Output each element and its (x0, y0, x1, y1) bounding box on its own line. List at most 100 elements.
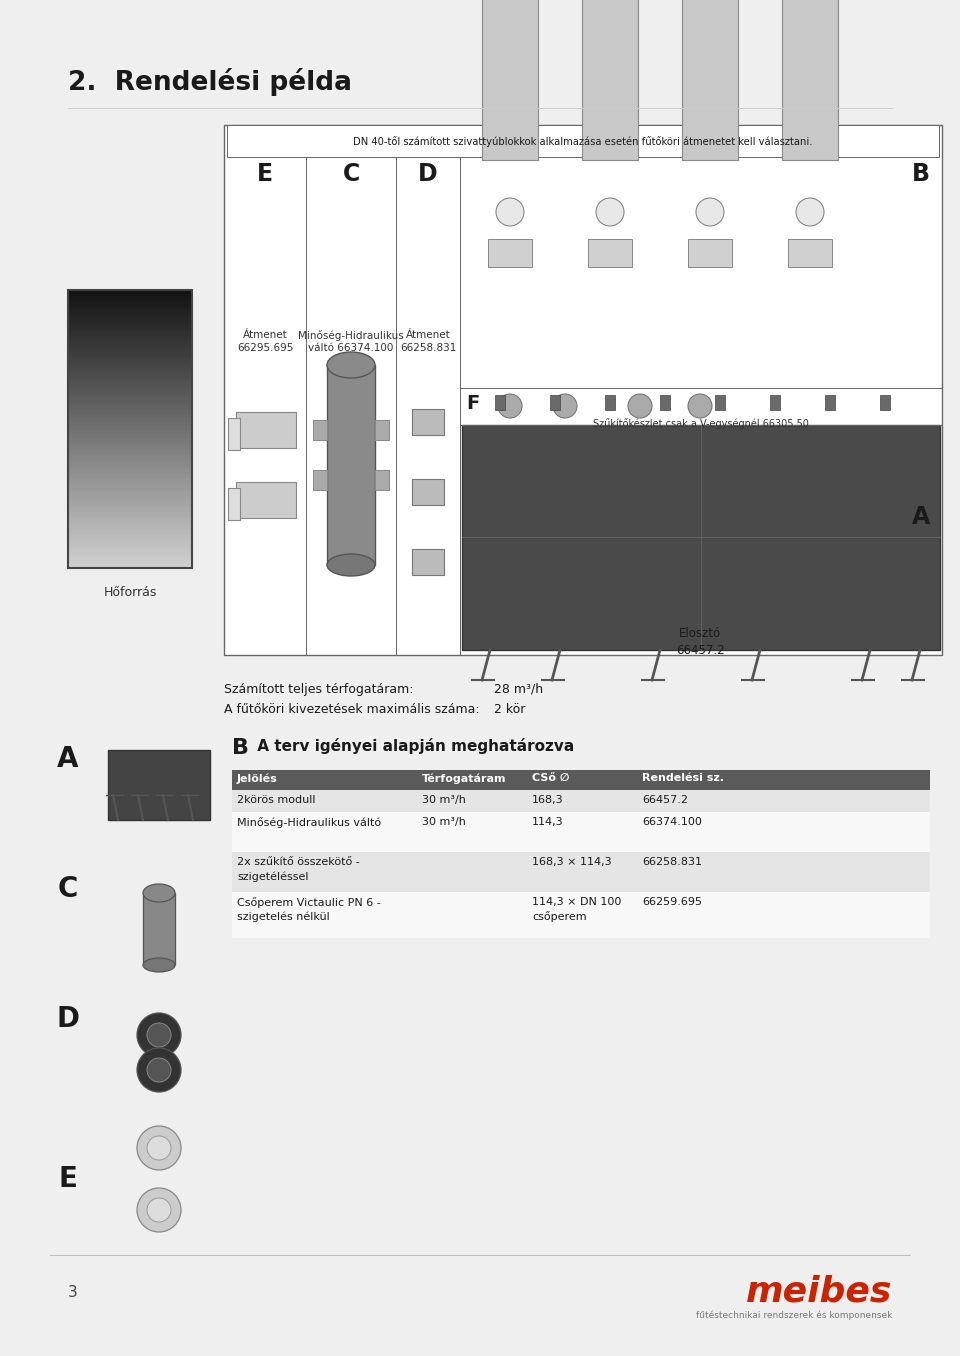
Text: A: A (912, 504, 930, 529)
Bar (68, 317, 192, 320)
Bar (660, 395, 670, 410)
Bar (68, 385, 192, 388)
Text: Elosztó
66457.2: Elosztó 66457.2 (676, 626, 724, 658)
Bar (68, 344, 192, 348)
Text: 66295.695: 66295.695 (237, 343, 293, 353)
Bar (68, 458, 192, 461)
Text: 2 kör: 2 kör (494, 702, 525, 716)
Bar (68, 354, 192, 357)
Bar (68, 513, 192, 515)
Bar (68, 556, 192, 559)
Bar (495, 395, 505, 410)
Bar (68, 347, 192, 350)
Text: Átmenet: Átmenet (406, 330, 450, 340)
Bar (228, 488, 240, 519)
Text: Csőperem Victaulic PN 6 -: Csőperem Victaulic PN 6 - (237, 898, 381, 909)
Text: 168,3: 168,3 (532, 795, 564, 805)
Bar (550, 395, 560, 410)
Bar (880, 395, 890, 410)
Circle shape (137, 1048, 181, 1092)
Bar (68, 544, 192, 548)
Bar (462, 424, 940, 650)
Bar (68, 311, 192, 313)
Bar (68, 361, 192, 365)
Bar (68, 519, 192, 522)
Bar (412, 410, 444, 435)
Circle shape (688, 395, 712, 418)
Circle shape (137, 1188, 181, 1233)
Bar (227, 125, 939, 157)
Bar (68, 382, 192, 385)
Bar (143, 894, 175, 965)
Bar (327, 365, 375, 565)
Bar (68, 321, 192, 324)
Bar (68, 422, 192, 424)
Bar (236, 481, 296, 518)
Bar (588, 239, 632, 267)
Text: Rendelési sz.: Rendelési sz. (642, 773, 724, 782)
Bar (68, 357, 192, 359)
Bar (68, 304, 192, 306)
Circle shape (498, 395, 522, 418)
Circle shape (137, 1013, 181, 1056)
Text: 28 m³/h: 28 m³/h (494, 683, 543, 696)
Bar (68, 553, 192, 556)
Bar (68, 452, 192, 454)
Text: DN 40-től számított szivattyúblokkok alkalmazása esetén fűtőköri átmenetet kell : DN 40-től számított szivattyúblokkok alk… (353, 137, 813, 148)
Bar (68, 369, 192, 372)
Bar (232, 892, 930, 938)
Bar (68, 472, 192, 476)
Bar (68, 301, 192, 304)
Bar (68, 445, 192, 447)
Bar (68, 560, 192, 563)
Bar (68, 327, 192, 330)
Text: 30 m³/h: 30 m³/h (422, 795, 466, 805)
Bar (68, 336, 192, 339)
Text: Átmenet: Átmenet (243, 330, 287, 340)
Text: szigetéléssel: szigetéléssel (237, 871, 308, 881)
Circle shape (553, 395, 577, 418)
Text: 66259.695: 66259.695 (642, 898, 702, 907)
Bar (68, 464, 192, 466)
Bar (68, 433, 192, 435)
Bar (68, 426, 192, 428)
Text: Minőség-Hidraulikus váltó: Minőség-Hidraulikus váltó (237, 818, 381, 829)
Bar (68, 415, 192, 418)
Bar (68, 442, 192, 445)
Text: 2x szűkítő összekötő -: 2x szűkítő összekötő - (237, 857, 360, 866)
Text: D: D (57, 1005, 80, 1033)
Bar (68, 428, 192, 431)
Bar (68, 496, 192, 499)
Bar (412, 549, 444, 575)
Bar (68, 389, 192, 392)
Bar (313, 420, 327, 439)
Bar (582, 0, 638, 160)
Text: A: A (58, 744, 79, 773)
Bar (68, 401, 192, 404)
Bar (236, 412, 296, 447)
Text: 66258.831: 66258.831 (399, 343, 456, 353)
Bar (68, 308, 192, 311)
Bar (68, 471, 192, 473)
Bar (375, 420, 389, 439)
Bar (68, 454, 192, 457)
Bar (770, 395, 780, 410)
Bar (68, 353, 192, 355)
Bar (68, 376, 192, 378)
Text: 114,3: 114,3 (532, 818, 564, 827)
Bar (68, 498, 192, 500)
Circle shape (147, 1136, 171, 1159)
Bar (68, 340, 192, 343)
Bar (68, 487, 192, 490)
Text: E: E (59, 1165, 78, 1193)
Bar (68, 320, 192, 323)
Text: F: F (466, 395, 479, 414)
Bar (68, 405, 192, 408)
Bar (68, 435, 192, 438)
Bar (232, 770, 930, 791)
Bar (68, 475, 192, 477)
Bar (68, 441, 192, 443)
Bar (68, 410, 192, 412)
Bar (68, 377, 192, 380)
Bar (375, 471, 389, 490)
